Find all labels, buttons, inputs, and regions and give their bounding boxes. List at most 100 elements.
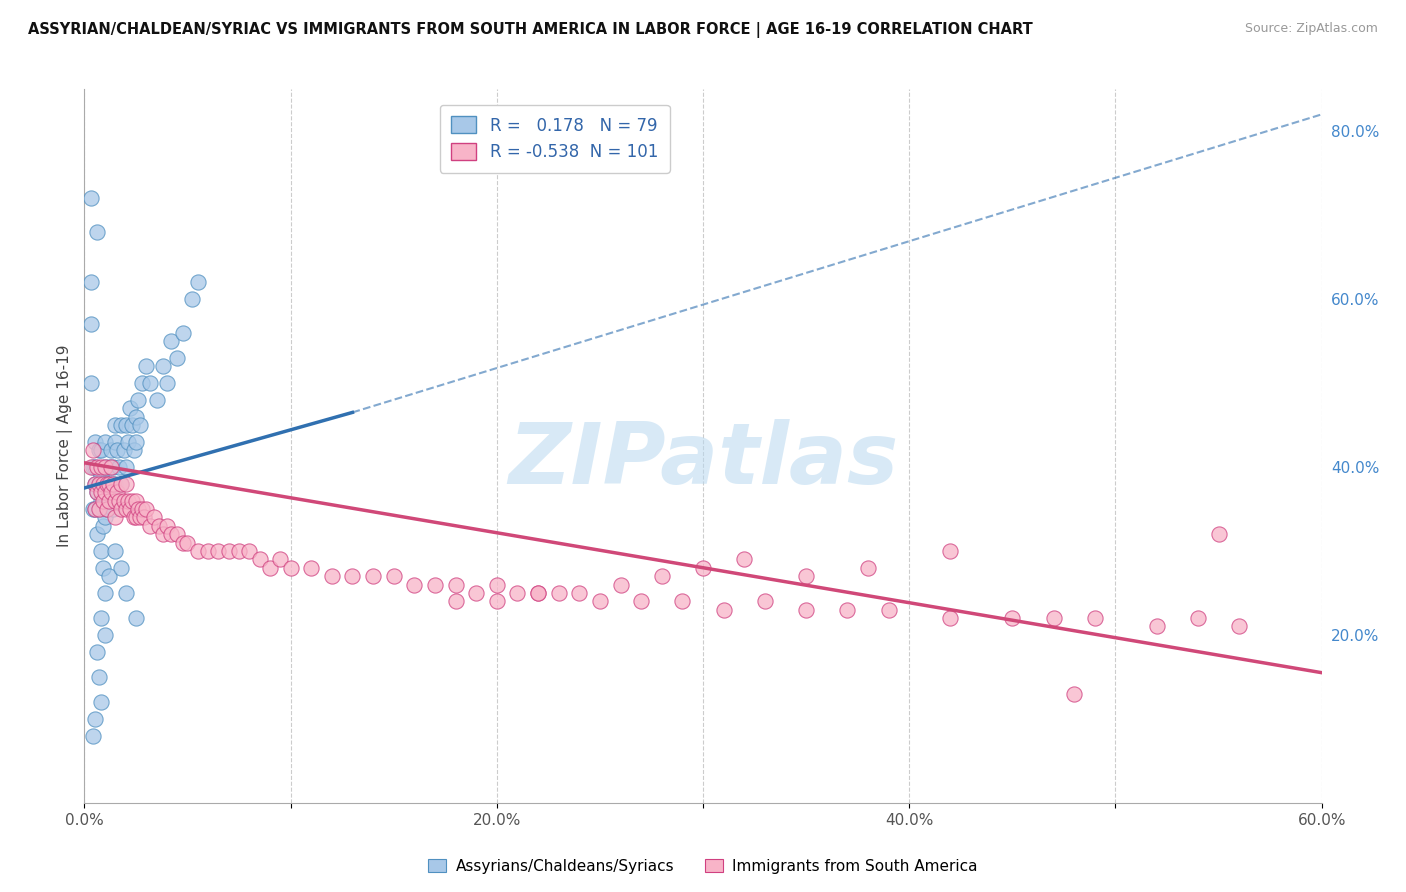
Point [404,577,426,591]
Point [527,586,550,600]
Point [90,695,112,709]
Point [104,510,127,524]
Point [83,502,105,516]
Point [86,485,108,500]
Point [105,493,128,508]
Point [112,443,135,458]
Point [104,476,127,491]
Point [94,434,117,449]
Point [87,502,110,516]
Point [90,611,112,625]
Point [506,586,529,600]
Point [94,493,117,508]
Point [108,493,131,508]
Point [568,586,591,600]
Point [105,485,128,500]
Point [321,569,343,583]
Point [79,318,101,332]
Point [152,359,174,374]
Point [110,560,132,574]
Point [228,544,250,558]
Point [160,527,183,541]
Point [485,594,508,608]
Point [630,594,652,608]
Point [90,485,112,500]
Point [187,275,209,289]
Point [91,518,114,533]
Point [117,493,139,508]
Point [83,476,105,491]
Point [269,552,291,566]
Point [100,476,122,491]
Point [94,460,117,475]
Point [87,502,110,516]
Point [382,569,405,583]
Point [118,502,141,516]
Point [589,594,612,608]
Point [129,417,152,432]
Point [98,476,121,491]
Point [96,476,118,491]
Point [692,560,714,574]
Point [100,443,122,458]
Point [218,544,240,558]
Point [96,502,118,516]
Point [114,502,136,516]
Point [90,443,112,458]
Text: ASSYRIAN/CHALDEAN/SYRIAC VS IMMIGRANTS FROM SOUTH AMERICA IN LABOR FORCE | AGE 1: ASSYRIAN/CHALDEAN/SYRIAC VS IMMIGRANTS F… [28,22,1033,38]
Point [82,502,104,516]
Point [90,493,112,508]
Point [129,510,152,524]
Point [96,502,118,516]
Point [98,493,121,508]
Point [1063,687,1085,701]
Point [83,434,105,449]
Point [131,502,153,516]
Point [856,560,879,574]
Point [94,460,117,475]
Point [259,560,281,574]
Point [94,628,117,642]
Point [98,460,121,475]
Point [139,518,162,533]
Point [187,544,209,558]
Point [485,577,508,591]
Point [122,443,145,458]
Point [152,527,174,541]
Point [1187,611,1209,625]
Point [156,518,179,533]
Point [110,417,132,432]
Point [125,493,148,508]
Point [114,417,136,432]
Point [127,392,149,407]
Point [90,468,112,483]
Point [125,510,148,524]
Point [671,594,693,608]
Point [82,443,104,458]
Point [87,476,110,491]
Point [94,586,117,600]
Point [114,460,136,475]
Point [87,443,110,458]
Point [83,476,105,491]
Point [444,594,467,608]
Point [180,292,202,306]
Point [110,502,132,516]
Point [91,476,114,491]
Point [527,586,550,600]
Point [299,560,322,574]
Point [121,417,143,432]
Point [98,569,121,583]
Point [94,510,117,524]
Point [794,569,817,583]
Point [94,485,117,500]
Point [837,603,859,617]
Point [110,476,132,491]
Point [1208,527,1230,541]
Point [83,502,105,516]
Point [465,586,488,600]
Point [127,502,149,516]
Point [91,502,114,516]
Point [1001,611,1024,625]
Point [361,569,384,583]
